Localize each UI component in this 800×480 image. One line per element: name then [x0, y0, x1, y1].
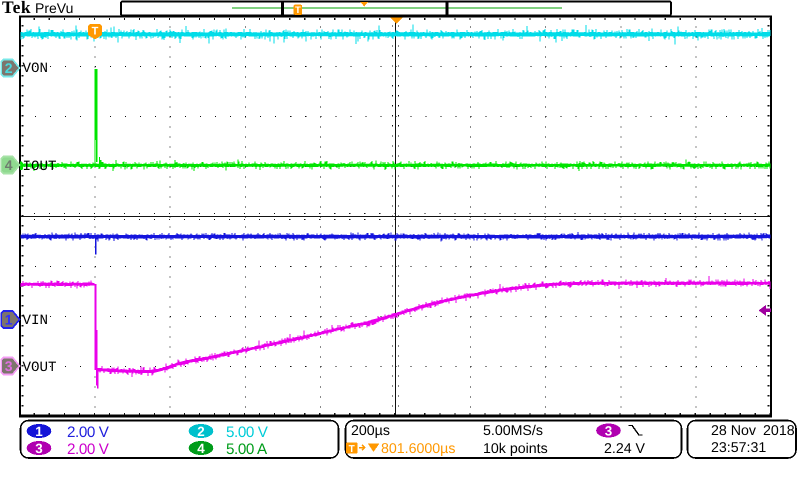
svg-text:28 Nov 2018: 28 Nov 2018 [711, 423, 795, 439]
svg-text:Tek: Tek [2, 0, 31, 17]
svg-text:VON: VON [23, 61, 49, 77]
svg-text:PreVu: PreVu [35, 0, 73, 16]
svg-text:3: 3 [5, 358, 13, 374]
svg-text:3: 3 [605, 423, 612, 438]
svg-text:23:57:31: 23:57:31 [711, 440, 766, 456]
svg-text:2.00 V: 2.00 V [67, 441, 110, 458]
svg-text:5.00 A: 5.00 A [226, 441, 268, 458]
svg-text:1: 1 [35, 424, 43, 439]
svg-text:VIN: VIN [23, 313, 49, 329]
svg-text:4: 4 [5, 157, 13, 173]
svg-text:2: 2 [197, 424, 204, 439]
svg-text:T: T [349, 444, 355, 455]
svg-text:T: T [92, 26, 99, 38]
svg-text:1: 1 [5, 312, 13, 328]
svg-text:2.00 V: 2.00 V [67, 424, 110, 441]
svg-text:2.24 V: 2.24 V [604, 441, 646, 457]
svg-text:801.6000µs: 801.6000µs [381, 441, 455, 457]
svg-text:IOUT: IOUT [23, 159, 57, 175]
svg-text:5.00MS/s: 5.00MS/s [483, 423, 543, 439]
svg-text:3: 3 [35, 441, 42, 456]
svg-text:10k points: 10k points [483, 441, 548, 457]
svg-text:200µs: 200µs [351, 423, 390, 439]
svg-text:5.00 V: 5.00 V [226, 424, 269, 441]
svg-text:T: T [295, 5, 301, 16]
svg-text:4: 4 [197, 441, 205, 456]
svg-text:VOUT: VOUT [23, 360, 57, 376]
svg-text:2: 2 [5, 60, 13, 76]
